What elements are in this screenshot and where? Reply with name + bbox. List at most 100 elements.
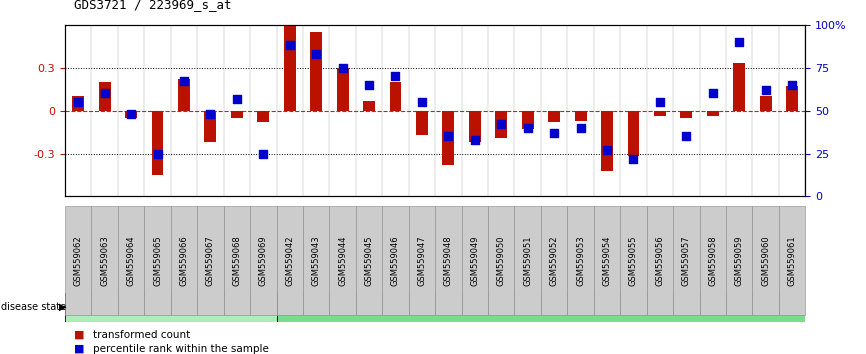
Point: [151, 151, 165, 156]
FancyBboxPatch shape: [276, 293, 805, 321]
FancyBboxPatch shape: [329, 206, 356, 315]
Bar: [257, 110, 269, 122]
Point: [759, 87, 772, 93]
FancyBboxPatch shape: [435, 206, 462, 315]
Bar: [363, 101, 375, 110]
Bar: [575, 110, 586, 121]
Bar: [522, 110, 533, 129]
Text: GSM559063: GSM559063: [100, 235, 109, 286]
Text: GSM559069: GSM559069: [259, 235, 268, 286]
Text: GDS3721 / 223969_s_at: GDS3721 / 223969_s_at: [74, 0, 231, 11]
Bar: [759, 96, 772, 110]
FancyBboxPatch shape: [276, 206, 303, 315]
Bar: [416, 110, 428, 135]
FancyBboxPatch shape: [65, 206, 92, 315]
Text: GSM559065: GSM559065: [153, 235, 162, 286]
Point: [204, 111, 217, 117]
Bar: [734, 63, 746, 110]
Point: [520, 125, 534, 131]
FancyBboxPatch shape: [779, 206, 805, 315]
Text: GSM559049: GSM559049: [470, 235, 479, 286]
Text: GSM559062: GSM559062: [74, 235, 82, 286]
Text: GSM559055: GSM559055: [629, 235, 638, 286]
Text: pCR: pCR: [158, 301, 183, 314]
Text: GSM559064: GSM559064: [126, 235, 136, 286]
FancyBboxPatch shape: [488, 206, 514, 315]
Text: GSM559045: GSM559045: [365, 235, 373, 286]
FancyBboxPatch shape: [382, 206, 409, 315]
Bar: [601, 110, 613, 171]
Point: [627, 156, 641, 161]
Text: GSM559052: GSM559052: [550, 235, 559, 286]
FancyBboxPatch shape: [726, 206, 753, 315]
Point: [177, 79, 191, 84]
Point: [733, 39, 746, 45]
Point: [653, 99, 667, 105]
FancyBboxPatch shape: [118, 206, 145, 315]
Point: [600, 147, 614, 153]
FancyBboxPatch shape: [145, 206, 171, 315]
Bar: [125, 110, 137, 118]
FancyBboxPatch shape: [223, 206, 250, 315]
Text: GSM559048: GSM559048: [444, 235, 453, 286]
Text: GSM559067: GSM559067: [206, 235, 215, 286]
FancyBboxPatch shape: [197, 206, 223, 315]
Text: disease state: disease state: [1, 302, 66, 312]
Text: GSM559066: GSM559066: [179, 235, 189, 286]
Point: [362, 82, 376, 88]
Text: GSM559056: GSM559056: [656, 235, 664, 286]
FancyBboxPatch shape: [567, 206, 594, 315]
Point: [389, 73, 403, 79]
FancyBboxPatch shape: [356, 206, 382, 315]
Point: [706, 91, 720, 96]
Bar: [654, 110, 666, 116]
FancyBboxPatch shape: [514, 206, 541, 315]
Bar: [628, 110, 639, 156]
Bar: [495, 110, 507, 138]
Text: GSM559059: GSM559059: [734, 235, 744, 286]
Bar: [786, 86, 798, 110]
FancyBboxPatch shape: [700, 206, 726, 315]
FancyBboxPatch shape: [303, 206, 329, 315]
Text: GSM559057: GSM559057: [682, 235, 691, 286]
FancyBboxPatch shape: [673, 206, 700, 315]
Text: pPR: pPR: [530, 301, 553, 314]
FancyBboxPatch shape: [92, 206, 118, 315]
Point: [229, 96, 243, 102]
Bar: [231, 110, 242, 118]
Text: GSM559044: GSM559044: [338, 235, 347, 286]
Bar: [681, 110, 692, 118]
Point: [256, 151, 270, 156]
Point: [468, 137, 481, 143]
Bar: [99, 82, 111, 110]
Bar: [548, 110, 560, 122]
Bar: [443, 110, 455, 165]
Point: [494, 121, 508, 127]
Point: [415, 99, 429, 105]
FancyBboxPatch shape: [409, 206, 435, 315]
Text: transformed count: transformed count: [93, 330, 190, 339]
Point: [71, 99, 85, 105]
Text: GSM559061: GSM559061: [788, 235, 797, 286]
Point: [442, 133, 456, 139]
Text: ■: ■: [74, 344, 84, 354]
FancyBboxPatch shape: [753, 206, 779, 315]
Bar: [72, 96, 84, 110]
Text: GSM559046: GSM559046: [391, 235, 400, 286]
Bar: [178, 79, 190, 110]
Text: GSM559050: GSM559050: [497, 235, 506, 286]
Point: [573, 125, 587, 131]
Text: GSM559043: GSM559043: [312, 235, 320, 286]
Bar: [337, 68, 348, 110]
Bar: [310, 32, 322, 110]
Text: ▶: ▶: [59, 302, 67, 312]
Text: GSM559060: GSM559060: [761, 235, 770, 286]
Point: [336, 65, 350, 70]
Text: GSM559058: GSM559058: [708, 235, 717, 286]
Text: GSM559051: GSM559051: [523, 235, 533, 286]
FancyBboxPatch shape: [541, 206, 567, 315]
FancyBboxPatch shape: [171, 206, 197, 315]
FancyBboxPatch shape: [250, 206, 276, 315]
Text: GSM559042: GSM559042: [285, 235, 294, 286]
Point: [124, 111, 138, 117]
